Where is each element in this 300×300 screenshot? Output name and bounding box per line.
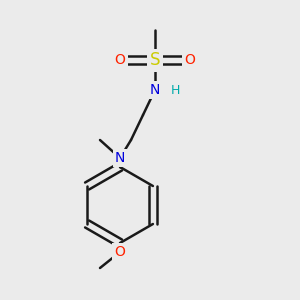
Text: O: O xyxy=(115,53,125,67)
Text: S: S xyxy=(150,51,160,69)
Text: N: N xyxy=(115,151,125,165)
Text: O: O xyxy=(184,53,195,67)
Text: N: N xyxy=(150,83,160,97)
Text: O: O xyxy=(115,245,125,259)
Text: H: H xyxy=(170,83,180,97)
